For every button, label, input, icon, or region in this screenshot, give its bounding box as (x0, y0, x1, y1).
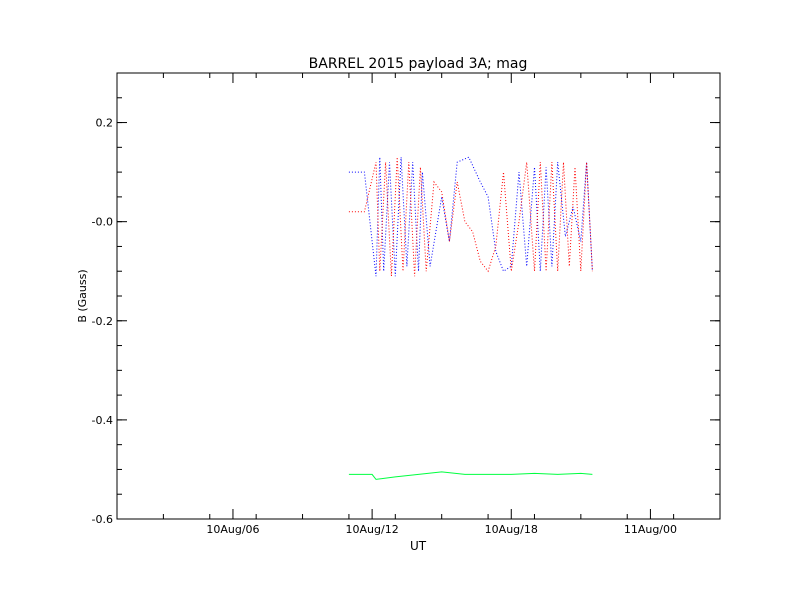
y-tick-label: -0.2 (92, 315, 113, 328)
y-axis-label: B (Gauss) (76, 269, 89, 322)
y-tick-label: -0.4 (92, 414, 113, 427)
x-tick-label: 10Aug/06 (206, 523, 259, 536)
x-axis-label: UT (410, 539, 427, 553)
y-axis-ticks: 0.2 -0.0 -0.2 -0.4 -0.6 (92, 72, 720, 526)
series-line-0 (348, 156, 593, 277)
x-tick-label: 10Aug/12 (346, 523, 399, 536)
y-tick-label: -0.0 (92, 216, 113, 229)
chart-title: BARREL 2015 payload 3A; mag (309, 56, 528, 72)
y-tick-label: 0.2 (96, 117, 114, 130)
series-line-1 (348, 157, 593, 277)
x-tick-label: 11Aug/00 (624, 523, 677, 536)
series-line-2 (348, 471, 593, 480)
x-axis-ticks: 10Aug/06 10Aug/12 10Aug/18 11Aug/00 (116, 73, 721, 536)
x-tick-label: 10Aug/18 (485, 523, 538, 536)
plot-frame (116, 72, 721, 520)
series-layer (348, 156, 593, 480)
y-tick-label: -0.6 (92, 513, 113, 526)
